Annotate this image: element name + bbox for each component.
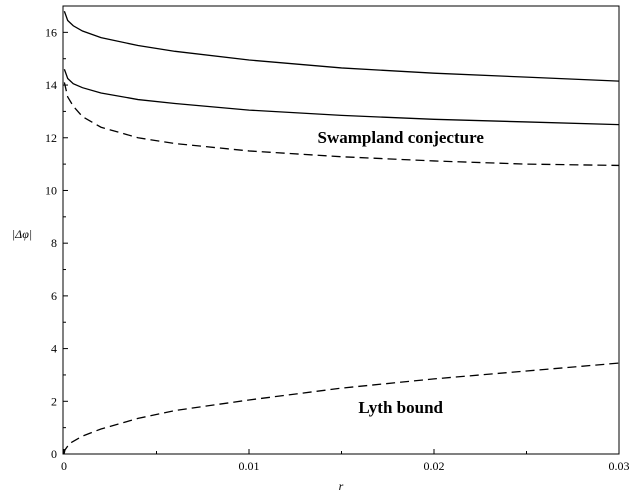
x-tick-label-3: 0.03 <box>609 459 630 473</box>
y-tick-label-5: 10 <box>45 183 57 197</box>
series-line-3 <box>63 362 620 455</box>
series-line-1 <box>63 69 620 126</box>
y-tick-label-2: 4 <box>51 342 57 356</box>
x-tick-label-2: 0.02 <box>424 459 445 473</box>
y-axis-label: |Δφ| <box>12 227 32 241</box>
plot-frame <box>62 5 620 455</box>
series-line-2 <box>63 82 620 167</box>
y-tick-label-3: 6 <box>51 289 57 303</box>
annotation-layer: Swampland conjecture Lyth bound <box>318 128 485 417</box>
y-tick-label-8: 16 <box>45 25 57 39</box>
x-tick-label-0: 0 <box>61 459 67 473</box>
x-tick-label-1: 0.01 <box>239 459 260 473</box>
series-layer <box>63 11 620 455</box>
y-tick-label-1: 2 <box>51 394 57 408</box>
series-line-0 <box>63 11 620 82</box>
y-tick-label-6: 12 <box>45 131 57 145</box>
y-tick-label-4: 8 <box>51 236 57 250</box>
y-tick-label-7: 14 <box>45 78 57 92</box>
y-axis: 0 2 4 6 8 10 12 14 16 <box>45 25 68 461</box>
x-axis-label: r <box>339 479 344 493</box>
annotation-1: Lyth bound <box>358 398 443 417</box>
x-axis: 0 0.01 0.02 0.03 <box>61 449 630 473</box>
annotation-0: Swampland conjecture <box>318 128 485 147</box>
y-tick-label-0: 0 <box>51 447 57 461</box>
